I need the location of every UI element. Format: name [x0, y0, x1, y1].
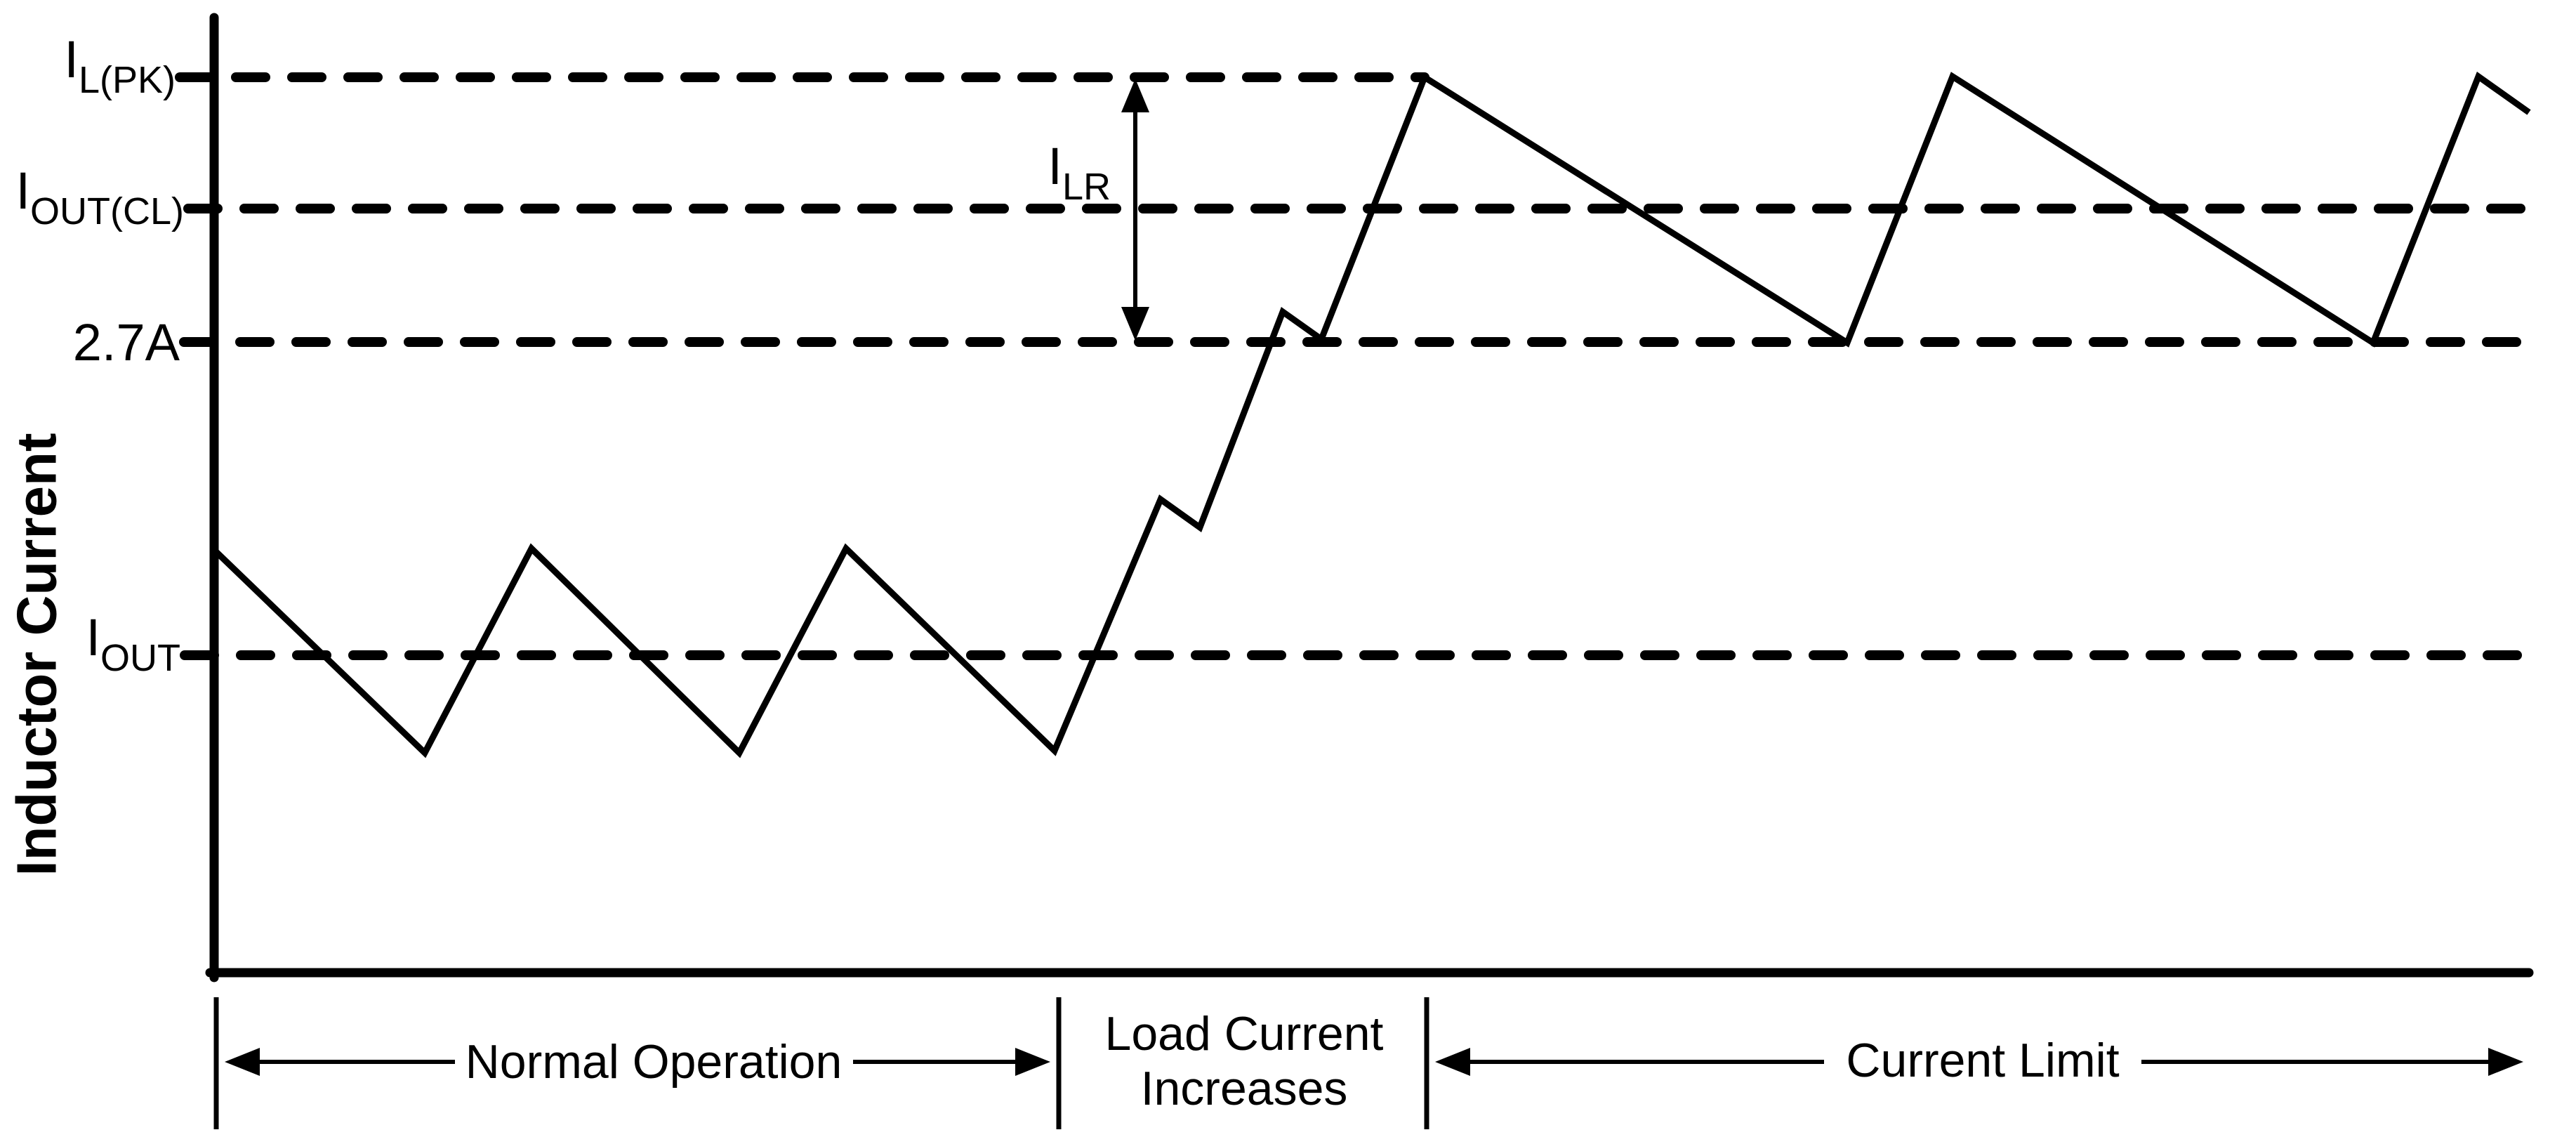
current-limit-left-arrow-head — [1435, 1048, 1470, 1076]
inductor-current-trace — [211, 72, 2531, 758]
ref-label-iout-cl: IOUT(CL) — [15, 162, 184, 232]
ref-label-il-pk: IL(PK) — [64, 30, 176, 101]
ilr-span-arrow — [1121, 79, 1149, 341]
region-label-current-limit: Current Limit — [1846, 1034, 2119, 1087]
dashed-reference-lines — [175, 72, 2535, 660]
region-label-load-current-line2: Increases — [1141, 1062, 1348, 1115]
time-region-annotations — [213, 997, 2523, 1129]
arrow-up-icon — [1121, 79, 1149, 112]
y-axis-title: Inductor Current — [6, 433, 68, 876]
normal-operation-left-arrow-head — [225, 1048, 260, 1076]
current-limit-right-arrow-head — [2488, 1048, 2523, 1076]
ilr-label: ILR — [1048, 137, 1111, 208]
normal-operation-right-arrow-head — [1015, 1048, 1050, 1076]
region-label-normal-operation: Normal Operation — [465, 1035, 843, 1089]
region-label-load-current-line1: Load Current — [1105, 1007, 1384, 1060]
ref-label-iout: IOUT — [86, 608, 180, 679]
arrow-down-icon — [1121, 307, 1149, 341]
ref-label-2p7a: 2.7A — [73, 313, 180, 372]
